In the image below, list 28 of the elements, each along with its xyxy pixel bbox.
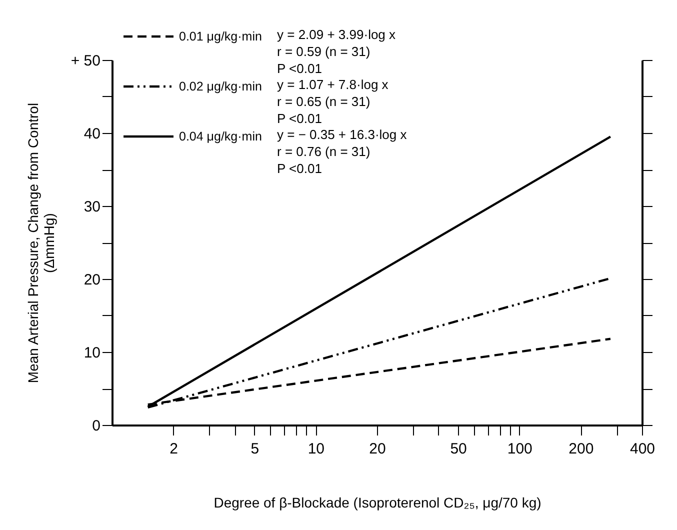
y-tick-label: 10 bbox=[84, 344, 100, 362]
annotation: y = − 0.35 + 16.3·log x bbox=[277, 127, 408, 142]
x-tick-label: 50 bbox=[450, 440, 467, 458]
annotation: r = 0.65 (n = 31) bbox=[277, 94, 370, 109]
y-tick-label: 30 bbox=[84, 198, 100, 216]
legend-label: 0.01 μg/kg·min bbox=[179, 30, 262, 44]
legend-label: 0.04 μg/kg·min bbox=[179, 130, 262, 144]
annotation: P <0.01 bbox=[277, 111, 322, 126]
legend-label: 0.02 μg/kg·min bbox=[179, 80, 262, 94]
x-tick-label: 100 bbox=[507, 440, 532, 458]
y-tick-label: 20 bbox=[84, 272, 100, 288]
y-axis-title: Mean Arterial Pressure, Change from Control (ΔmmHg) bbox=[24, 102, 57, 384]
x-axis-title: Degree of β-Blockade (Isoproterenol CD₂₅, μg/70 kg) bbox=[214, 494, 542, 510]
x-tick-label: 200 bbox=[568, 440, 594, 458]
annotation: r = 0.76 (n = 31) bbox=[277, 144, 370, 159]
x-tick-label: 400 bbox=[630, 440, 656, 458]
x-tick-label: 10 bbox=[308, 440, 325, 458]
x-tick-label: 2 bbox=[170, 440, 178, 458]
y-tick-label: 40 bbox=[84, 126, 100, 142]
annotation: P <0.01 bbox=[277, 161, 322, 176]
x-tick-label: 20 bbox=[369, 440, 386, 458]
annotation: P <0.01 bbox=[277, 61, 322, 76]
y-tick-label: 0 bbox=[92, 418, 100, 434]
x-tick-label: 5 bbox=[250, 440, 260, 458]
annotation: y = 1.07 + 7.8·log x bbox=[277, 77, 389, 92]
text: r = 0.59 (n = 31) bbox=[277, 44, 370, 59]
text: y = 2.09 + 3.99·log x bbox=[277, 27, 396, 42]
y-tick-label: + 50 bbox=[70, 52, 100, 70]
